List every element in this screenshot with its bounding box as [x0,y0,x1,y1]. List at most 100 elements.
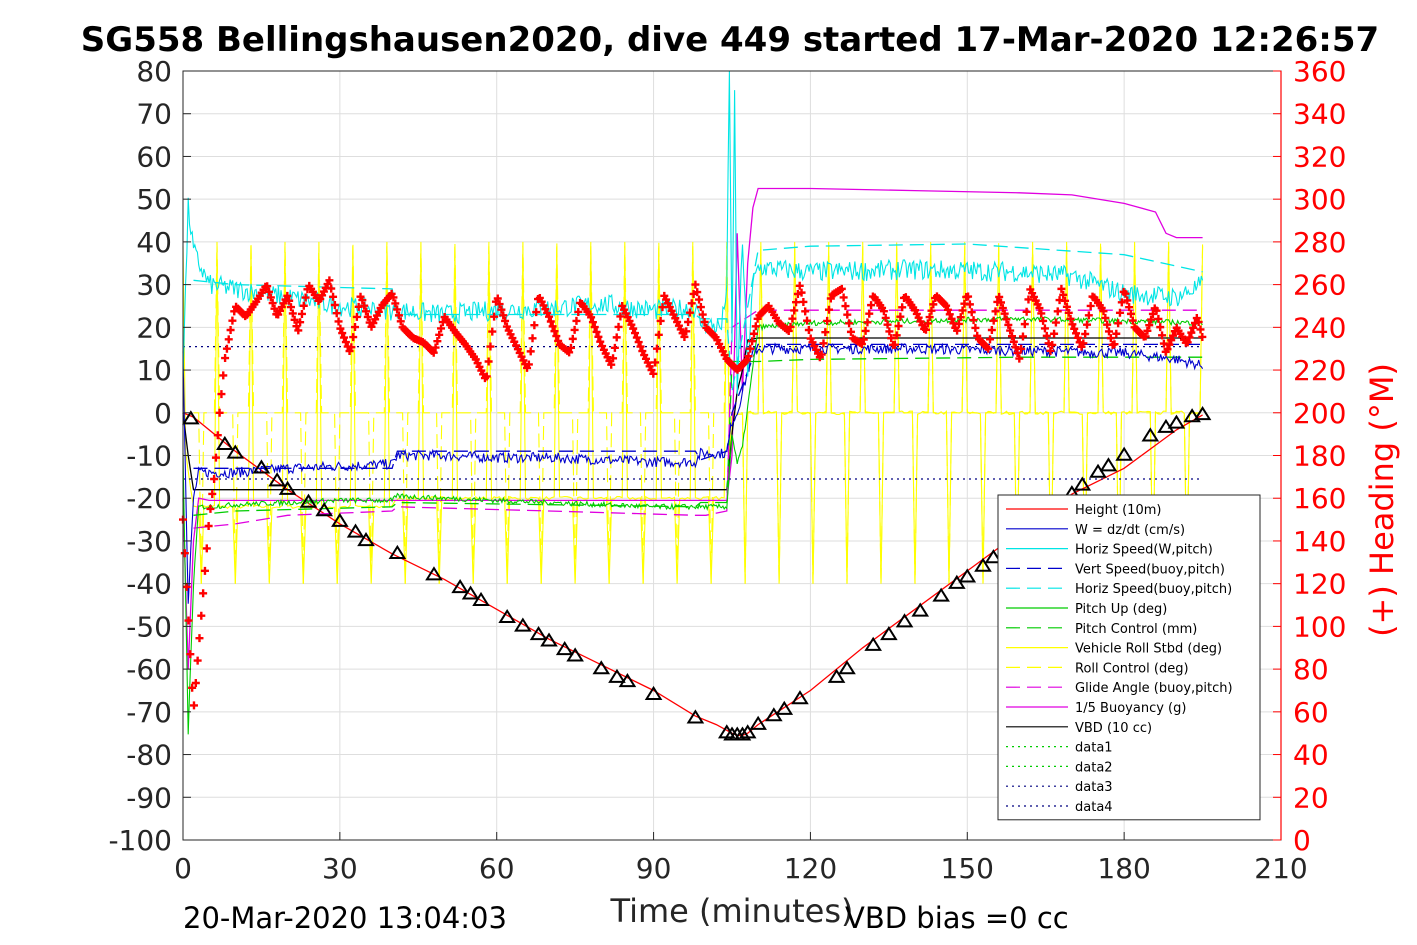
heading-marker [693,288,702,297]
heading-marker [691,280,700,289]
series-horiz-speed-buoy-pitch [193,243,1203,392]
heading-marker [1198,332,1207,341]
y-right-tick-label: 0 [1293,824,1311,857]
y-right-tick-label: 300 [1293,183,1346,216]
heading-marker [182,582,191,591]
heading-marker [351,323,360,332]
y-left-tick-label: 50 [136,183,172,216]
series-1-5-buoyancy-g [182,187,1203,670]
heading-marker [1126,309,1135,318]
heading-marker [572,316,581,325]
heading-marker [1013,348,1022,357]
y-left-tick-label: 30 [136,269,172,302]
heading-marker [393,305,402,314]
y-left-tick-label: -40 [126,568,172,601]
x-tick-label: 120 [784,852,837,885]
heading-marker [1070,324,1079,333]
heading-marker [1185,333,1194,342]
heading-marker [879,307,888,316]
heading-marker [892,331,901,340]
heading-marker [984,344,993,353]
heading-marker [268,299,277,308]
heading-marker [1017,344,1026,353]
heading-marker [184,616,193,625]
y-right-tick-label: 360 [1293,55,1346,88]
heading-marker [845,319,854,328]
heading-marker [792,298,801,307]
heading-marker [283,291,292,300]
depth-marker [838,660,856,675]
legend-label: VBD (10 cc) [1075,721,1152,736]
heading-marker [197,611,206,620]
heading-marker [338,329,347,338]
heading-marker [217,390,226,399]
heading-marker [1059,290,1068,299]
y-left-tick-label: -10 [126,440,172,473]
heading-marker [1114,319,1123,328]
legend-label: Horiz Speed(W,pitch) [1075,543,1213,558]
heading-marker [1040,324,1049,333]
x-tick-label: 210 [1254,852,1307,885]
y-left-tick-label: -70 [126,696,172,729]
x-axis-label: Time (minutes) [610,892,854,930]
depth-marker [252,459,271,474]
heading-marker [1011,343,1020,352]
heading-marker [221,354,230,363]
depth-marker [958,568,977,583]
x-tick-label: 0 [174,852,192,885]
heading-marker [488,327,497,336]
heading-marker [695,295,704,304]
heading-marker [995,292,1004,301]
heading-marker [687,299,696,308]
heading-marker [804,326,813,335]
heading-marker [867,301,876,310]
heading-marker [490,312,499,321]
heading-marker [751,322,760,331]
y-left-tick-label: -80 [126,739,172,772]
depth-marker [315,502,333,517]
depth-marker [775,700,794,715]
heading-marker [222,344,231,353]
heading-marker [1117,298,1126,307]
heading-marker [801,307,810,316]
y-left-tick-label: -60 [126,653,172,686]
depth-marker [388,544,407,559]
heading-marker [656,316,665,325]
heading-marker [898,303,907,312]
heading-marker [200,566,209,575]
heading-marker [208,489,217,498]
heading-marker [1009,337,1018,346]
heading-marker [839,293,848,302]
heading-marker [997,298,1006,307]
heading-marker [202,544,211,553]
depth-marker [216,435,234,451]
x-tick-label: 90 [636,852,672,885]
heading-marker [1158,331,1167,340]
heading-marker [1154,314,1163,323]
heading-marker [696,303,705,312]
heading-marker [821,328,830,337]
heading-marker [334,317,343,326]
heading-marker [817,350,826,359]
heading-marker [294,326,303,335]
depth-marker [686,709,705,724]
depth-marker [498,608,516,624]
x-tick-label: 180 [1097,852,1150,885]
depth-marker [618,673,637,688]
heading-marker [1024,295,1033,304]
depth-marker [346,523,365,538]
heading-marker [186,650,195,659]
y-right-tick-label: 60 [1293,696,1329,729]
heading-marker [1006,326,1015,335]
heading-marker [391,299,400,308]
heading-marker [502,322,511,331]
heading-marker [1042,331,1051,340]
heading-marker [1037,309,1046,318]
heading-marker [823,316,832,325]
heading-marker [429,348,438,357]
y-left-tick-label: -100 [108,824,172,857]
heading-marker [1002,315,1011,324]
depth-marker [791,690,809,705]
heading-marker [546,317,555,326]
heading-marker [964,292,973,301]
